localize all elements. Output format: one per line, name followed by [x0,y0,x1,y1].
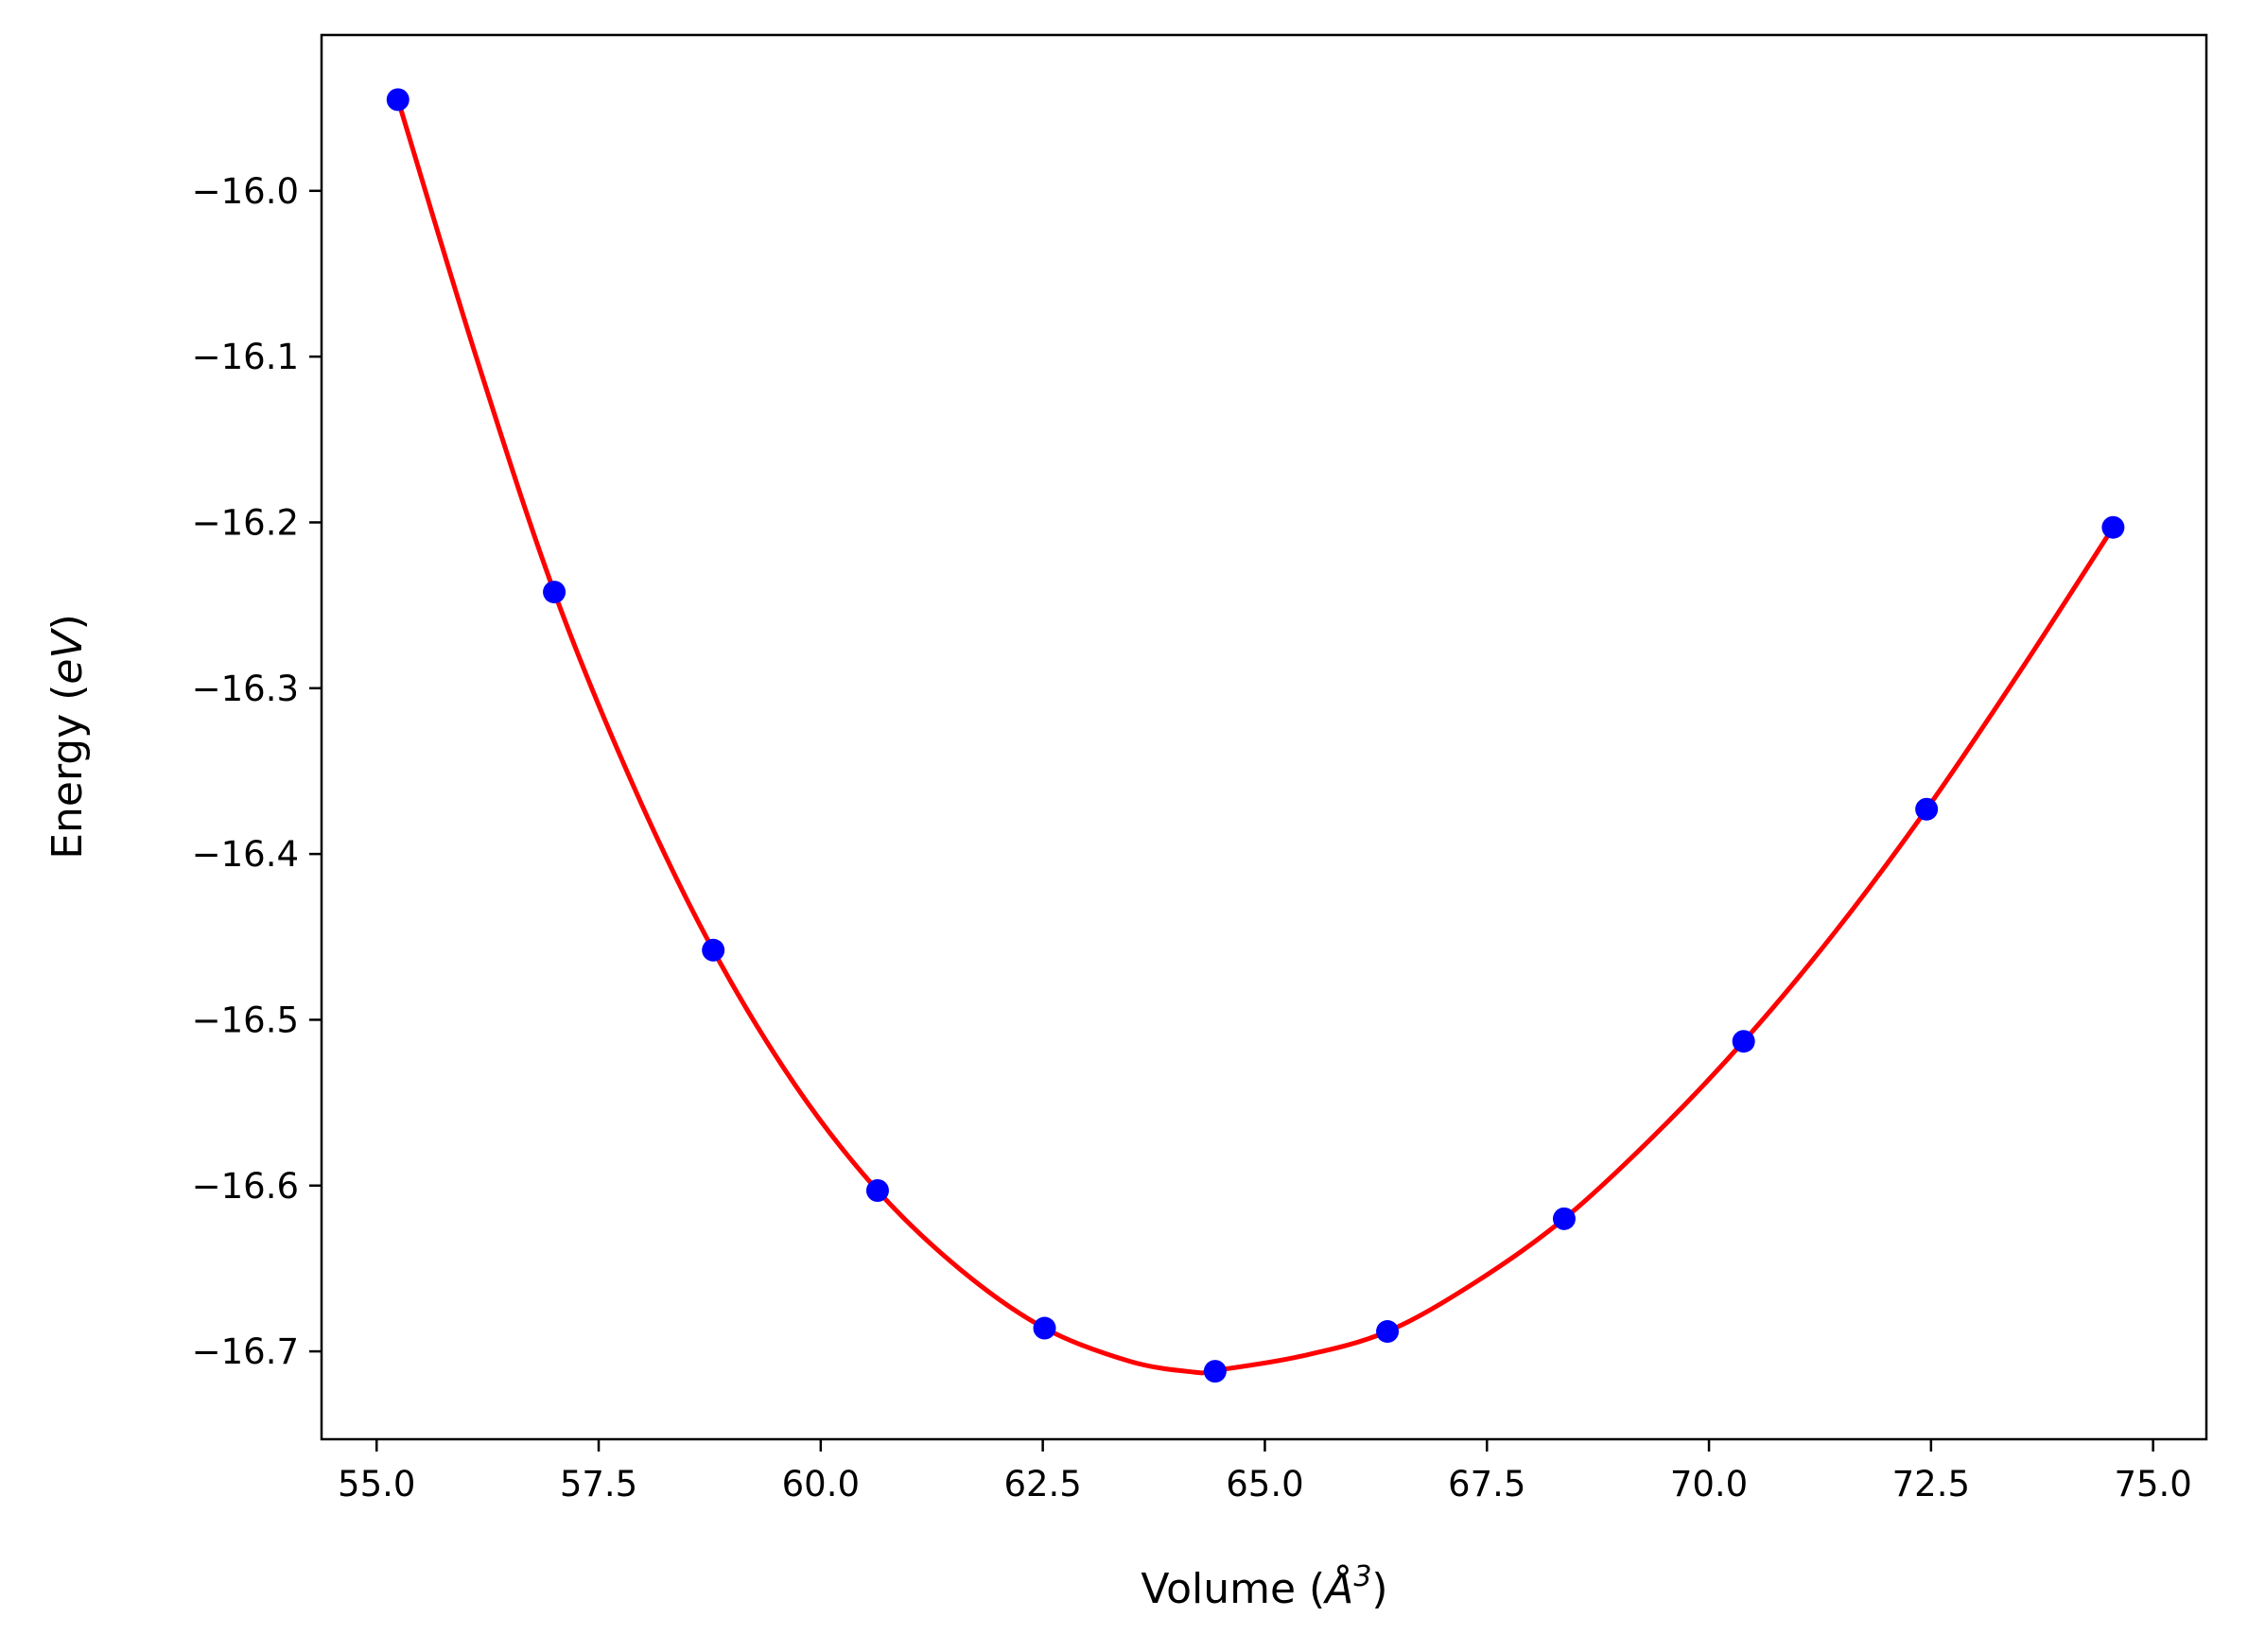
x-tick-label: 75.0 [2114,1464,2191,1504]
x-axis-label: Volume (Å3) [1141,1560,1387,1613]
x-axis-label-exponent: 3 [1353,1560,1371,1593]
x-tick-label: 55.0 [338,1464,415,1504]
data-point [702,938,725,962]
x-tick-label: 72.5 [1892,1464,1970,1504]
data-point [543,581,566,604]
y-tick-label: −16.6 [192,1166,299,1207]
y-tick-label: −16.7 [192,1331,299,1372]
data-point [865,1179,889,1203]
data-point [1552,1207,1576,1230]
data-point [1376,1320,1400,1344]
fit-curve-layer [395,96,2116,1376]
y-tick-label: −16.4 [192,834,299,875]
y-axis-label-text: Energy ( [44,685,92,860]
data-point [1033,1316,1056,1340]
y-tick-label: −16.2 [192,502,299,543]
y-tick-label: −16.5 [192,1000,299,1040]
data-point [1203,1360,1227,1383]
x-tick-label: 70.0 [1670,1464,1748,1504]
data-point [1732,1030,1755,1053]
data-point [1915,797,1939,821]
y-axis-label: Energy (eV) [44,614,92,860]
y-tick-label: −16.0 [192,171,299,212]
x-tick-label: 62.5 [1003,1464,1081,1504]
y-axis-ticks: −16.0 −16.1 −16.2 −16.3 −16.4 −16.5 −16.6 −16.7 [192,171,322,1372]
x-axis-label-symbol: Å [1322,1563,1353,1613]
x-axis-ticks: 55.0 57.5 60.0 62.5 65.0 67.5 70.0 72.5 75.0 [338,1439,2192,1504]
x-tick-label: 67.5 [1448,1464,1525,1504]
data-point [2101,515,2125,539]
x-tick-label: 60.0 [782,1464,860,1504]
x-tick-label: 65.0 [1226,1464,1303,1504]
data-points-layer [386,88,2125,1383]
x-tick-label: 57.5 [560,1464,637,1504]
y-axis-label-unit: eV [44,628,92,685]
plot-area [322,35,2206,1439]
x-axis-label-text: Volume ( [1141,1565,1325,1613]
y-tick-label: −16.1 [192,337,299,377]
x-axis-label-close: ) [1371,1565,1387,1613]
fit-curve [395,96,2116,1376]
data-point [386,88,410,112]
y-axis-label-close: ) [44,614,92,630]
y-tick-label: −16.3 [192,669,299,709]
